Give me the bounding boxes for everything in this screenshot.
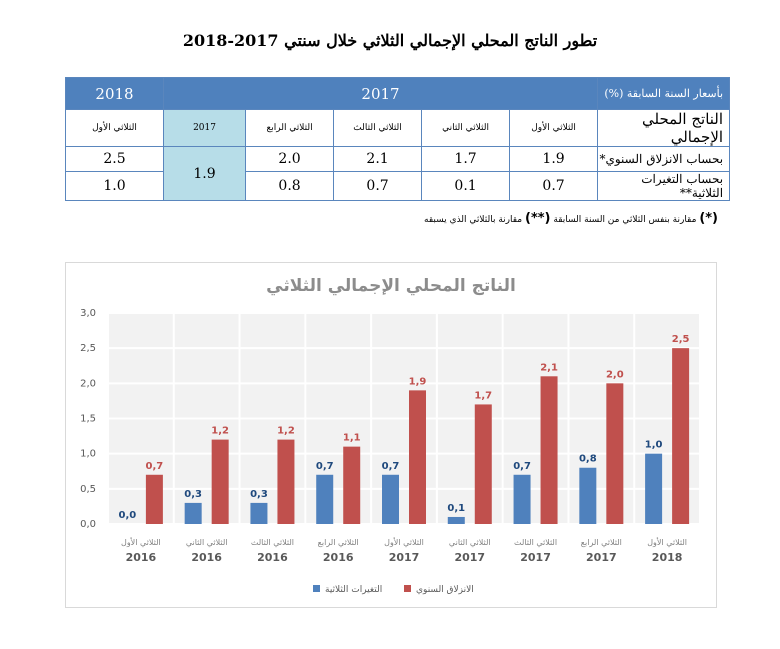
y-tick-label: 1,5 [80,414,96,425]
footnote-marker: (**) [525,211,551,226]
annual-header: 2017 [162,109,247,147]
data-label: 0,7 [316,461,334,472]
quarter-header: الثلاثي الثالث [333,109,423,147]
table-cell: 2.1 [333,146,423,172]
x-tick-quarter-label: الثلاثي الثاني [449,538,491,547]
chart-title: الناتج المحلي الإجمالي الثلاثي [266,276,516,296]
y-tick-label: 3,0 [80,308,96,319]
y-tick-label: 1,0 [80,449,96,460]
x-tick-year-label: 2017 [586,551,617,564]
quarter-header: الثلاثي الثاني [421,109,511,147]
data-label: 0,8 [579,454,597,465]
table-cell: 1.9 [509,146,599,172]
page-title: تطور الناتج المحلي الإجمالي الثلاثي خلال… [182,31,598,50]
year-2017-header: 2017 [162,77,599,110]
data-label: 0,0 [119,510,137,521]
footnote-text: مقارنة بنفس الثلاثي من السنة السابقة [553,215,697,225]
y-tick-label: 2,0 [80,378,96,389]
gdp-table: بأسعار السنة السابقة (%) 2017 2018 النات… [65,77,731,201]
legend-label: التغيرات الثلاثية [325,585,382,595]
legend-label: الانزلاق السنوي [416,585,474,595]
data-label: 1,2 [277,426,295,437]
data-label: 2,5 [672,334,690,345]
table-cell: 1.7 [421,146,511,172]
x-tick-year-label: 2018 [652,551,683,564]
bar [145,474,163,524]
data-label: 1,1 [343,433,361,444]
bar [474,404,492,524]
row-label: بحساب الانزلاق السنوي* [597,146,731,172]
x-tick-quarter-label: الثلاثي الأول [121,537,161,547]
data-label: 1,9 [409,376,427,387]
chart-frame: 0,0 0,5 1,0 1,5 2,0 2,5 3,0 0,0 0,7 الثلاثي الأول… [65,262,717,608]
data-label: 2,1 [540,362,558,373]
x-tick-quarter-label: الثلاثي الرابع [581,538,622,547]
table-cell: 2.0 [245,146,335,172]
bar [409,390,426,524]
table-cell: 0.7 [509,171,599,201]
data-label: 0,1 [447,503,465,514]
legend-swatch [313,585,320,592]
footnote-text: مقارنة بالثلاثي الذي يسبقه [424,215,523,225]
footnote-marker: (*) [699,211,718,226]
table-cell: 2.5 [65,146,164,172]
x-tick-quarter-label: الثلاثي الأول [647,537,687,547]
quarter-header: الثلاثي الأول [509,109,599,147]
table-cell: 0.8 [245,171,335,201]
year-2018-header: 2018 [65,77,164,110]
x-tick-year-label: 2017 [454,551,485,564]
bar-chart: 0,0 0,5 1,0 1,5 2,0 2,5 3,0 0,0 0,7 الثلاثي الأول… [80,276,701,595]
bar [250,502,268,524]
bar [579,467,597,524]
x-tick-year-label: 2017 [389,551,420,564]
annual-value: 1.9 [162,146,247,201]
bar [645,453,663,524]
quarter-header: الثلاثي الرابع [245,109,335,147]
bar [447,516,465,524]
data-label: 0,3 [250,489,268,500]
bar [540,376,558,524]
x-tick-quarter-label: الثلاثي الأول [384,537,424,547]
data-label: 1,0 [645,440,663,451]
y-tick-label: 0,5 [80,484,96,495]
data-label: 1,7 [474,390,492,401]
bar [184,502,202,524]
bar [672,348,690,524]
table-cell: 0.7 [333,171,423,201]
x-tick-year-label: 2016 [323,551,354,564]
row-label: بحساب التغيرات الثلاثية** [597,171,731,201]
table-cell: 1.0 [65,171,164,201]
bar [277,439,295,524]
bar [606,383,624,524]
x-tick-quarter-label: الثلاثي الثاني [186,538,228,547]
y-tick-label: 0,0 [80,519,96,530]
data-label: 0,7 [146,461,164,472]
row-header: الناتج المحلي الإجمالي [597,109,731,147]
x-tick-year-label: 2016 [191,551,222,564]
x-tick-quarter-label: الثلاثي الثالث [514,538,557,547]
data-label: 0,7 [382,461,400,472]
bar [211,439,229,524]
data-label: 0,3 [184,489,202,500]
x-tick-quarter-label: الثلاثي الثالث [251,538,294,547]
quarter-2018-header: الثلاثي الأول [65,109,164,147]
x-tick-year-label: 2016 [126,551,157,564]
bar [382,474,399,524]
table-cell: 0.1 [421,171,511,201]
basis-label: بأسعار السنة السابقة (%) [597,77,731,110]
data-label: 2,0 [606,369,624,380]
data-label: 1,2 [211,426,229,437]
footnote: (*) مقارنة بنفس الثلاثي من السنة السابقة… [424,211,718,226]
legend-swatch [404,585,411,592]
x-tick-quarter-label: الثلاثي الرابع [318,538,359,547]
bar [316,474,334,524]
x-tick-year-label: 2017 [520,551,551,564]
bar [513,474,531,524]
y-tick-label: 2,5 [80,343,96,354]
bar [343,446,361,524]
x-tick-year-label: 2016 [257,551,288,564]
data-label: 0,7 [513,461,531,472]
